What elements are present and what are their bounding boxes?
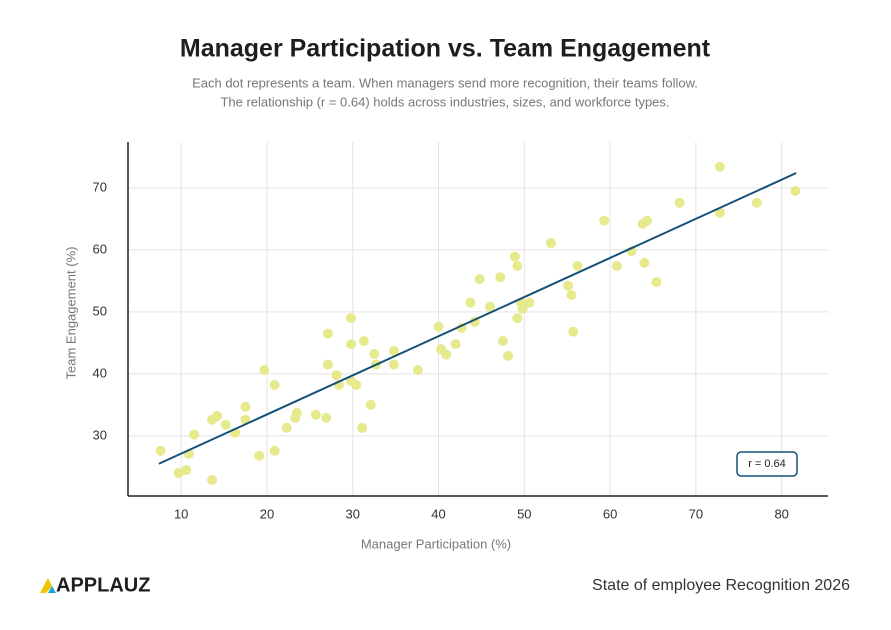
y-tick-label: 50 [93, 303, 107, 318]
trend-line [158, 172, 797, 465]
x-tick-label: 20 [260, 506, 274, 521]
logo-mark [40, 578, 52, 593]
data-point [181, 464, 192, 475]
data-point [495, 272, 506, 283]
logo-text: APPLAUZ [56, 574, 150, 596]
data-point [563, 280, 574, 291]
x-axis-label: Manager Participation (%) [361, 536, 511, 551]
data-point [321, 412, 332, 423]
data-point [351, 380, 362, 391]
data-point [524, 297, 535, 308]
data-point [517, 303, 528, 314]
data-point [714, 207, 725, 218]
data-point [220, 419, 231, 430]
logo: APPLAUZ [40, 574, 150, 596]
subtitle: The relationship (r = 0.64) holds across… [220, 94, 669, 109]
chart-title: Manager Participation vs. Team Engagemen… [180, 35, 711, 63]
annotation: r = 0.64 [748, 458, 786, 470]
data-point [346, 313, 357, 324]
data-point [269, 445, 280, 456]
data-point [240, 401, 251, 412]
data-point [331, 370, 342, 381]
data-point [207, 474, 218, 485]
data-point [155, 445, 166, 456]
x-tick-label: 60 [603, 506, 617, 521]
x-tick-label: 30 [346, 506, 360, 521]
data-point [674, 197, 685, 208]
annotation-box [736, 451, 798, 477]
data-point [358, 336, 369, 347]
data-point [365, 399, 376, 410]
y-tick-label: 40 [93, 365, 107, 380]
data-point [512, 313, 523, 324]
data-point [651, 277, 662, 288]
x-tick-label: 10 [174, 506, 188, 521]
data-point [751, 197, 762, 208]
data-point [281, 422, 292, 433]
y-tick-label: 30 [93, 427, 107, 442]
data-point [503, 350, 514, 361]
data-point [357, 422, 368, 433]
subtitle: Each dot represents a team. When manager… [192, 75, 698, 90]
data-point [322, 328, 333, 339]
data-point [790, 185, 801, 196]
x-tick-label: 80 [774, 506, 788, 521]
data-point [474, 274, 485, 285]
logo-mark [48, 586, 56, 593]
data-point [388, 359, 399, 370]
data-point [611, 260, 622, 271]
data-point [433, 321, 444, 332]
y-axis-label: Team Engagement (%) [63, 247, 78, 380]
data-point [599, 215, 610, 226]
data-point [497, 336, 508, 347]
data-point [173, 468, 184, 479]
data-point [714, 161, 725, 172]
data-point [388, 345, 399, 356]
data-point [641, 215, 652, 226]
data-point [269, 380, 280, 391]
y-tick-label: 70 [93, 179, 107, 194]
x-tick-label: 40 [431, 506, 445, 521]
data-point [412, 365, 423, 376]
data-point [568, 326, 579, 337]
x-tick-label: 50 [517, 506, 531, 521]
data-point [346, 339, 357, 350]
y-tick-label: 60 [93, 241, 107, 256]
data-point [465, 297, 476, 308]
data-point [512, 260, 523, 271]
plot-area: 10 20 30 40 50 60 70 80 30 40 50 60 70 r = 0.64 [93, 142, 828, 521]
data-point [639, 257, 650, 268]
data-point [310, 409, 321, 420]
data-point [450, 339, 461, 350]
x-tick-label: 70 [689, 506, 703, 521]
data-point [485, 301, 496, 312]
data-point [291, 407, 302, 418]
data-point [259, 365, 270, 376]
data-point [254, 450, 265, 461]
data-point [322, 359, 333, 370]
data-point [212, 411, 223, 422]
data-point [566, 290, 577, 301]
report-name: State of employee Recognition 2026 [592, 577, 850, 594]
data-point [441, 349, 452, 360]
data-point [369, 349, 380, 360]
data-point [572, 260, 583, 271]
data-point [509, 251, 520, 262]
data-point [189, 429, 200, 440]
data-point [545, 238, 556, 249]
